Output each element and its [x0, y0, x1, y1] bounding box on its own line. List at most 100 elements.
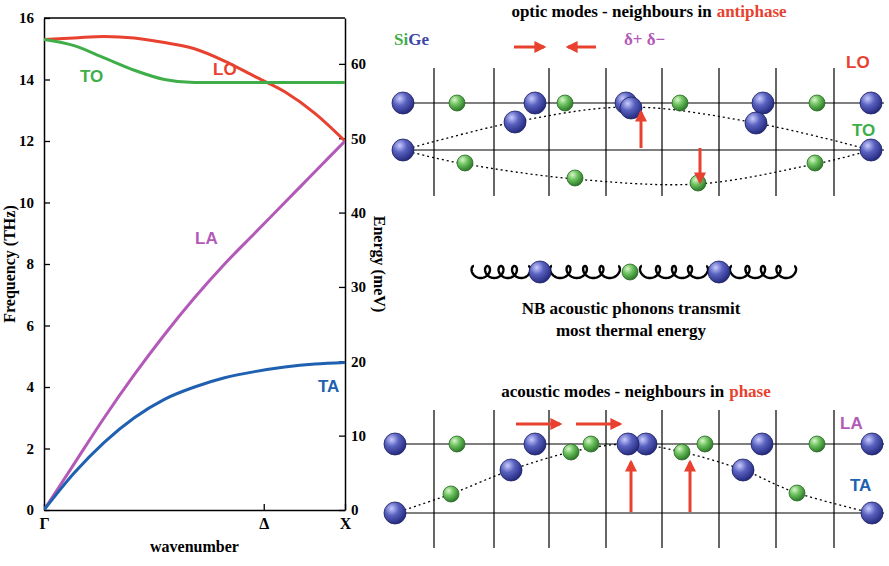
- series-line: [44, 141, 345, 510]
- ge-atom: [384, 433, 406, 455]
- lattice-line: [661, 68, 662, 196]
- tick-label: 4: [27, 379, 35, 395]
- lattice-line: [548, 68, 549, 196]
- tick-mark: [44, 325, 50, 326]
- ge-atom: [861, 502, 883, 524]
- tick-label: 12: [19, 133, 34, 149]
- lattice-line: [392, 512, 884, 513]
- lattice-line: [493, 68, 494, 196]
- tick: Δ: [259, 504, 269, 532]
- lattice-line: [433, 410, 434, 548]
- displacement-arrow: [640, 112, 643, 148]
- ge-atom: [529, 261, 551, 283]
- frame-top: [44, 17, 345, 19]
- ge-atom: [392, 92, 414, 114]
- tick-label: Δ: [259, 515, 269, 532]
- lattice-line: [548, 410, 549, 548]
- tick-label: 40: [351, 205, 366, 221]
- acoustic-panel: acoustic modes - neighbours inphaseLATA: [384, 382, 884, 548]
- si-atom: [672, 95, 688, 111]
- tick-mark: [44, 202, 50, 203]
- tick-label: 10: [351, 428, 366, 444]
- spring: [550, 266, 620, 278]
- tick-mark: [339, 435, 345, 436]
- si-atom: [674, 444, 690, 460]
- tick-mark: [339, 212, 345, 213]
- note-line: most thermal energy: [556, 321, 707, 340]
- series-label: LO: [213, 60, 237, 79]
- figure: 02468101214160102030405060ΓΔXFrequency (…: [0, 0, 889, 566]
- tick-mark: [44, 79, 50, 80]
- y2-axis-title: Energy (meV): [370, 216, 388, 312]
- ge-atom: [860, 92, 882, 114]
- si-atom: [449, 95, 465, 111]
- si-atom: [697, 436, 713, 452]
- si-atom: [789, 485, 805, 501]
- tick: 30: [339, 279, 366, 295]
- series-label: TO: [80, 67, 103, 86]
- tick: 60: [339, 56, 366, 72]
- lattice-line: [833, 410, 834, 548]
- tick-mark: [44, 141, 50, 142]
- lattice-line: [661, 410, 662, 548]
- tick-label: 10: [19, 195, 34, 211]
- lattice-line: [605, 68, 606, 196]
- si-atom: [443, 486, 459, 502]
- tick-label: 50: [351, 131, 366, 147]
- y-axis-title: Frequency (THz): [1, 205, 19, 322]
- tick-label: X: [340, 515, 352, 532]
- tick: 10: [339, 428, 366, 444]
- si-atom: [583, 436, 599, 452]
- tick-label: 0: [27, 502, 35, 518]
- ge-atom: [860, 139, 882, 161]
- mode-label: LO: [846, 53, 870, 72]
- tick-label: 16: [19, 10, 35, 26]
- si-atom: [809, 95, 825, 111]
- tick-mark: [339, 64, 345, 65]
- lattice-line: [433, 68, 434, 196]
- series-line: [44, 362, 345, 510]
- displacement-arrow: [689, 462, 692, 512]
- si-atom: [557, 95, 573, 111]
- ge-atom: [732, 459, 754, 481]
- tick-label: 6: [27, 318, 35, 334]
- tick: 10: [19, 195, 50, 211]
- ge-atom: [384, 502, 406, 524]
- tick-label: 2: [27, 441, 35, 457]
- tick-mark: [264, 504, 265, 510]
- tick-label: 0: [351, 502, 359, 518]
- si-atom: [449, 436, 465, 452]
- x-axis-title: wavenumber: [150, 538, 239, 555]
- si-atom: [563, 444, 579, 460]
- lattice-line: [775, 68, 776, 196]
- spring-chain: [472, 261, 797, 283]
- ge-atom: [617, 433, 639, 455]
- optic-panel: optic modes - neighbours inantiphase SiGe…: [392, 2, 884, 196]
- note-line: NB acoustic phonons transmit: [522, 299, 741, 318]
- tick-mark: [44, 448, 50, 449]
- tick-label: 20: [351, 354, 366, 370]
- mode-label: TA: [850, 476, 871, 495]
- chart: 02468101214160102030405060ΓΔXFrequency (…: [1, 10, 388, 555]
- ge-atom: [708, 261, 730, 283]
- lattice-line: [775, 410, 776, 548]
- lattice-line: [718, 68, 719, 196]
- title-text: optic modes - neighbours in: [511, 2, 712, 21]
- title-text: acoustic modes - neighbours in: [501, 382, 724, 401]
- tick: 12: [19, 133, 50, 149]
- ge-atom: [745, 112, 767, 134]
- species-label: SiGe: [394, 30, 429, 49]
- tick-label: 30: [351, 279, 366, 295]
- ge-atom: [751, 433, 773, 455]
- tick-mark: [44, 387, 50, 388]
- si-atom: [807, 155, 823, 171]
- tick: 14: [19, 72, 50, 88]
- tick: 40: [339, 205, 366, 221]
- tick: 4: [27, 379, 51, 395]
- wave-envelope: [403, 150, 871, 185]
- ge-atom: [861, 433, 883, 455]
- panel-title: optic modes - neighbours inantiphase: [511, 2, 787, 21]
- displacement-arrow: [514, 46, 544, 49]
- y-axis: 0246810121416: [19, 10, 50, 518]
- ge-atom: [500, 459, 522, 481]
